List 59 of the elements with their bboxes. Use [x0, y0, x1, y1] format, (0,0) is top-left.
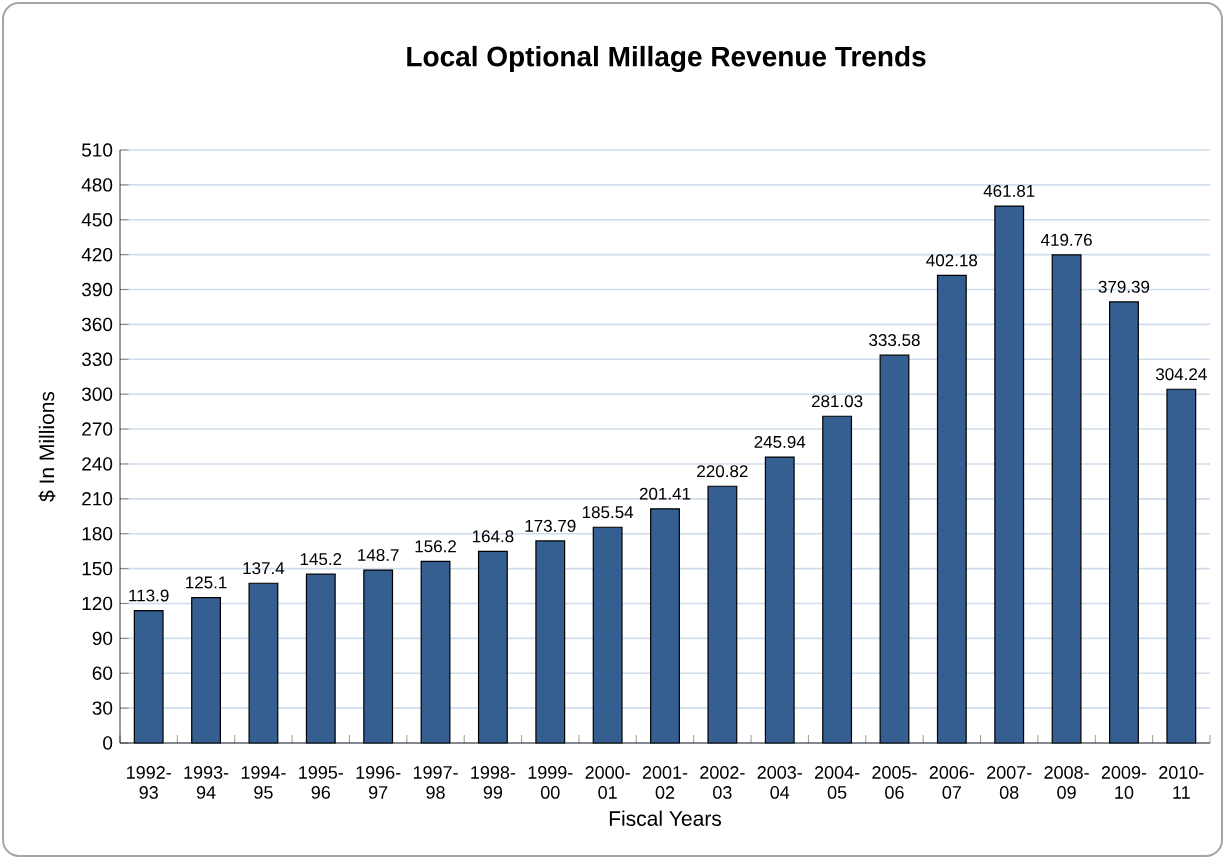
x-tick-label: 1993-94: [184, 766, 229, 799]
data-label: 281.03: [811, 395, 863, 408]
data-label: 461.81: [983, 184, 1035, 197]
x-tick-label: 2005-06: [872, 766, 917, 799]
x-tick-label: 2000-01: [585, 766, 630, 799]
x-tick-label: 2003-04: [757, 766, 802, 799]
y-tick-label: 210: [82, 492, 113, 506]
y-tick-label: 270: [82, 422, 113, 436]
y-tick-label: 450: [81, 213, 113, 227]
data-label: 402.18: [926, 254, 978, 267]
data-label: 173.79: [525, 519, 576, 532]
data-label: 137.4: [243, 562, 285, 575]
data-label: 419.76: [1040, 233, 1092, 246]
y-tick-label: 480: [81, 178, 113, 192]
y-tick-label: 90: [92, 631, 113, 646]
x-tick-label: 2002-03: [700, 766, 745, 799]
data-label: 201.41: [639, 487, 691, 500]
data-label: 125.1: [186, 576, 227, 589]
data-label: 185.54: [582, 506, 634, 519]
y-tick-label: 120: [82, 596, 113, 611]
data-label: 148.7: [358, 549, 399, 562]
y-tick-label: 240: [82, 457, 113, 471]
y-tick-label: 360: [81, 317, 113, 332]
y-tick-label: 60: [92, 666, 113, 680]
y-tick-label: 180: [82, 526, 113, 541]
x-tick-label: 1996-97: [356, 766, 401, 799]
data-label: 333.58: [869, 334, 920, 347]
data-label: 156.2: [415, 540, 456, 553]
x-tick-label: 1994-95: [241, 766, 286, 799]
x-tick-label: 2006-07: [929, 766, 975, 799]
x-tick-label: 2009-10: [1101, 766, 1147, 799]
x-tick-label: 2004-05: [815, 766, 860, 799]
x-tick-label: 1995-96: [299, 766, 344, 799]
data-label: 220.82: [697, 465, 748, 478]
data-label: 113.9: [129, 589, 169, 602]
data-label: 145.2: [300, 553, 342, 566]
y-tick-label: 0: [103, 736, 113, 750]
x-tick-label: 2008-09: [1044, 766, 1089, 799]
y-tick-label: 30: [92, 701, 113, 715]
y-tick-label: 390: [81, 282, 113, 297]
chart-title: Local Optional Millage Revenue Trends: [407, 45, 926, 73]
data-label: 245.94: [754, 435, 806, 448]
data-label: 304.24: [1155, 368, 1207, 381]
x-axis-title: Fiscal Years: [609, 810, 722, 826]
data-label: 379.39: [1098, 280, 1150, 293]
x-tick-label: 2001-02: [642, 766, 688, 799]
x-tick-label: 1999-00: [528, 766, 573, 799]
x-tick-label: 1992-93: [127, 766, 171, 799]
y-tick-label: 150: [82, 561, 113, 576]
x-tick-label: 1997-98: [413, 766, 458, 799]
x-tick-label: 2007-08: [987, 766, 1032, 799]
y-tick-label: 300: [81, 387, 113, 401]
y-tick-label: 330: [81, 352, 113, 367]
x-tick-label: 1998-99: [471, 766, 516, 799]
y-axis-title: $ In Millions: [38, 391, 56, 502]
y-tick-label: 420: [81, 247, 113, 262]
y-tick-label: 510: [81, 143, 113, 157]
x-tick-label: 2010-11: [1159, 766, 1204, 799]
data-label: 164.8: [472, 530, 514, 543]
